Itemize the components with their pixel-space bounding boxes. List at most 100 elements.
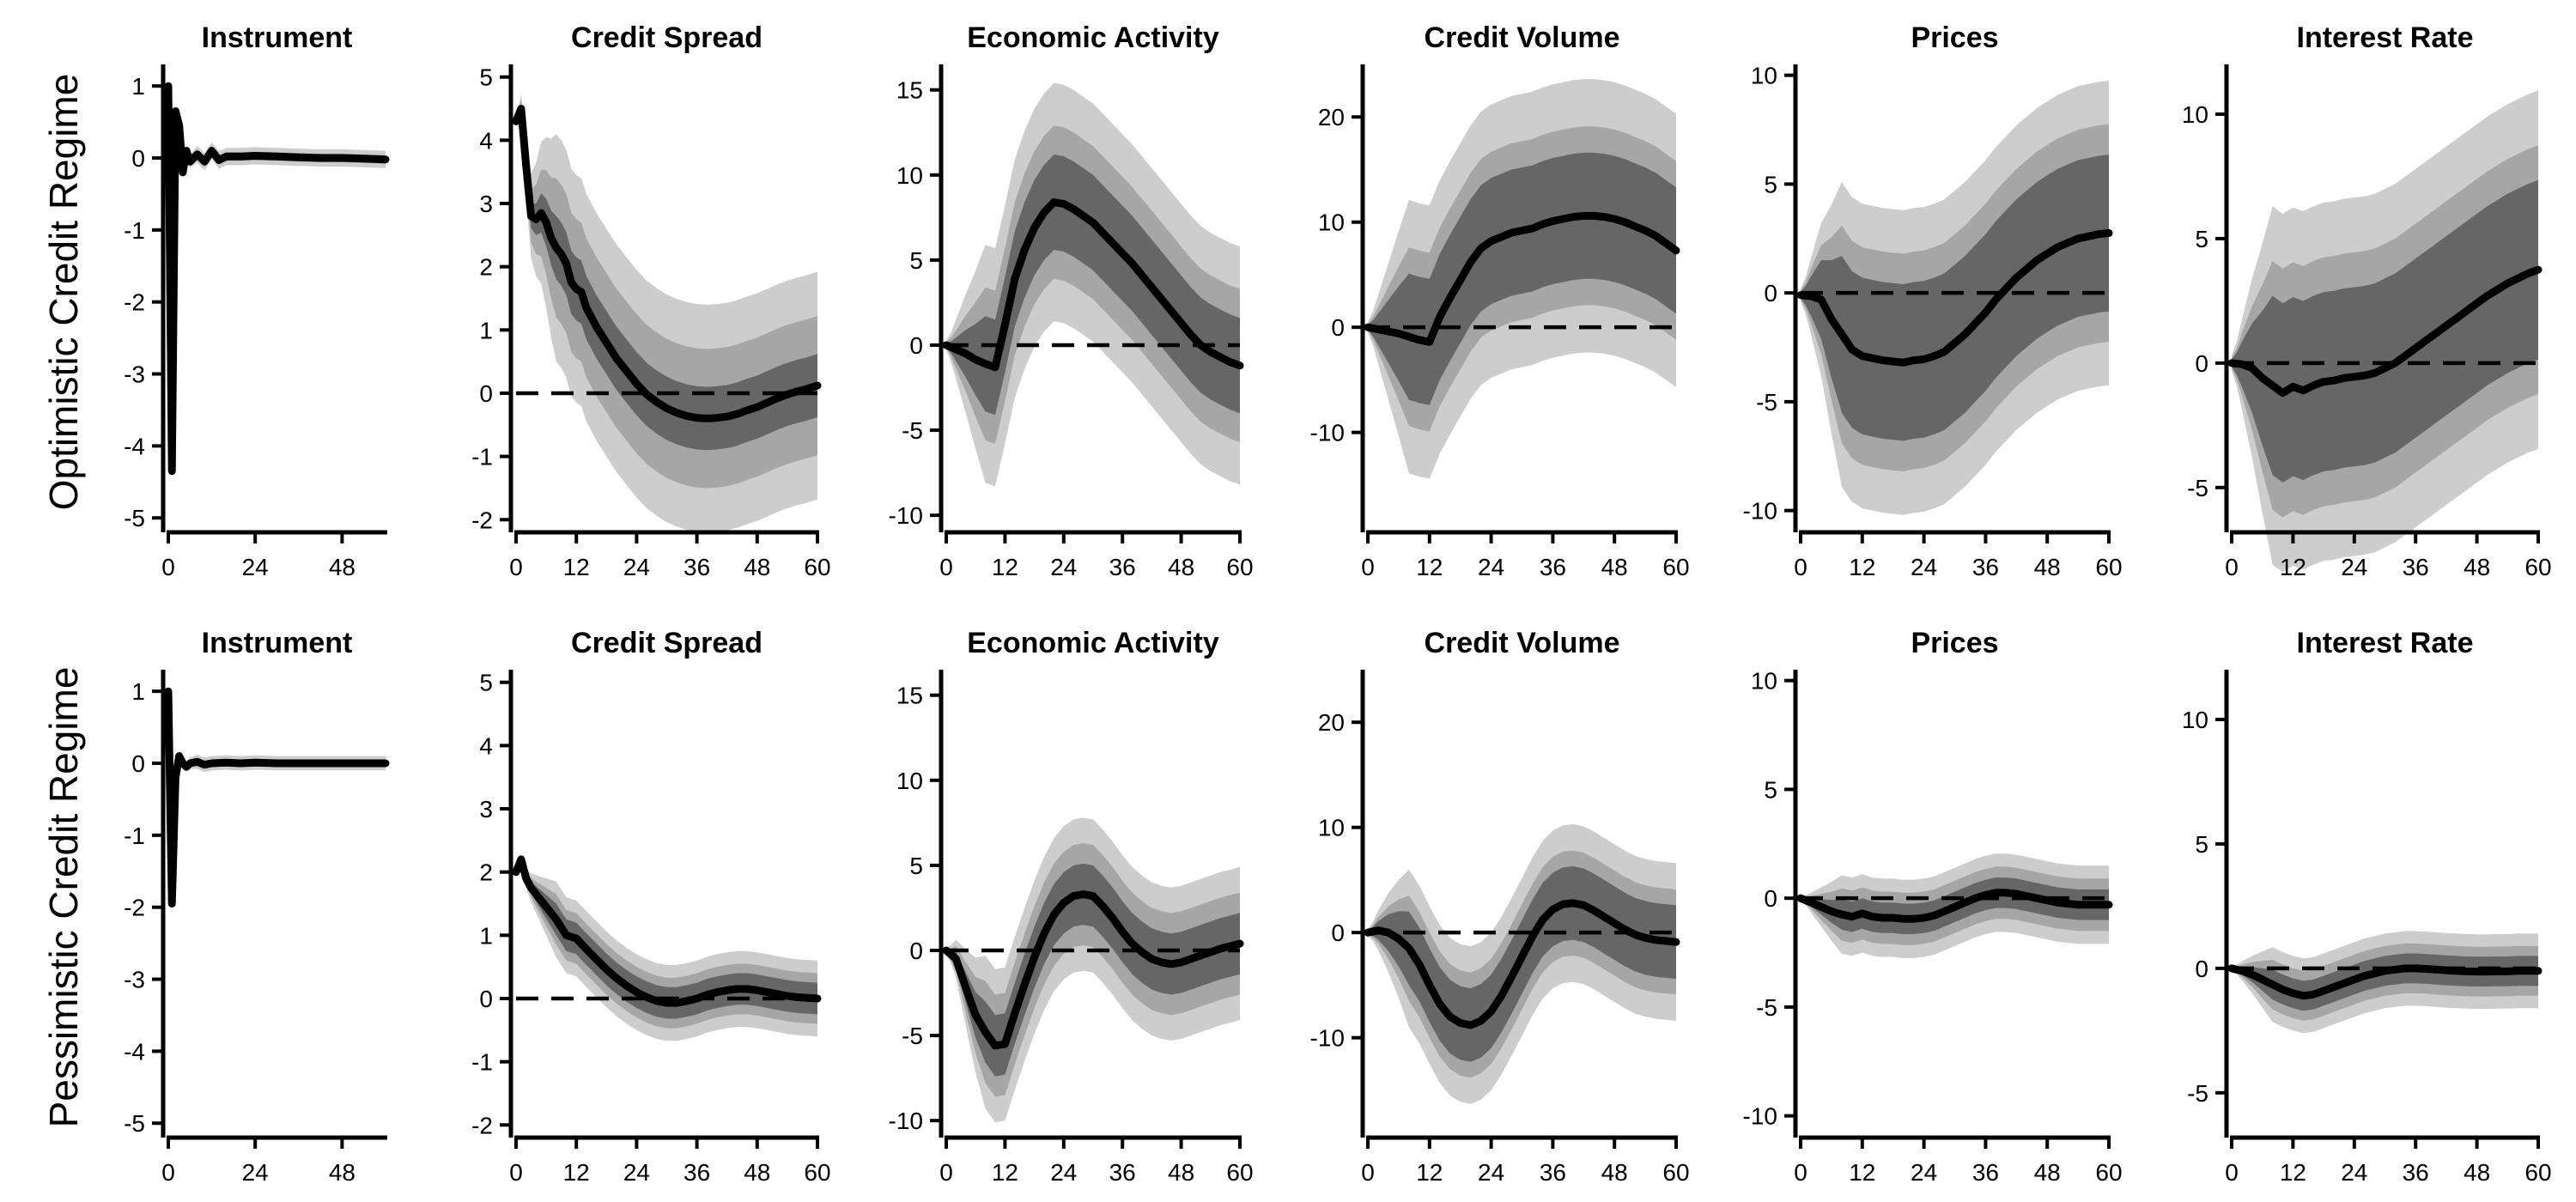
x-tick-label: 24 <box>1478 1159 1504 1186</box>
y-tick-label: 1 <box>479 922 493 949</box>
y-tick-label: 0 <box>131 145 145 172</box>
panel-title: Credit Spread <box>571 21 762 54</box>
y-tick-label: -5 <box>2187 1080 2208 1107</box>
x-tick-label: 60 <box>2095 1159 2122 1186</box>
y-tick-label: -10 <box>1743 498 1777 525</box>
x-tick-label: 0 <box>1361 554 1375 580</box>
y-tick-label: 0 <box>1331 920 1345 946</box>
x-tick-label: 12 <box>992 554 1018 580</box>
y-tick-label: -10 <box>1743 1103 1777 1130</box>
panel-title: Credit Volume <box>1425 21 1620 54</box>
x-tick-label: 0 <box>509 554 523 580</box>
irf-median-line <box>942 890 1244 1050</box>
y-tick-label: 10 <box>2182 707 2208 733</box>
panel-pessimistic-interest-rate: Interest Rate -5 0 5 10 0 12 24 36 48 60 <box>2182 627 2552 1186</box>
band-middle <box>946 125 1240 444</box>
x-tick-label: 24 <box>1050 554 1077 580</box>
y-tick-label: -10 <box>1310 420 1345 446</box>
x-tick-label: 48 <box>2464 1159 2490 1186</box>
y-tick-label: -3 <box>124 967 145 993</box>
y-tick-label: 0 <box>1331 314 1345 341</box>
irf-median-line <box>2227 265 2543 398</box>
y-tick-label: 0 <box>1764 280 1777 307</box>
x-tick-label: 36 <box>683 1159 710 1186</box>
x-tick-label: 60 <box>1662 554 1689 580</box>
y-tick-label: 0 <box>909 332 923 359</box>
y-tick-label: 0 <box>479 986 493 1012</box>
y-tick-label: 4 <box>479 127 493 154</box>
irf-median-line <box>1364 899 1680 1029</box>
x-tick-label: 24 <box>623 554 650 580</box>
x-tick-label: 24 <box>623 1159 650 1186</box>
x-tick-label: 36 <box>1972 554 1999 580</box>
x-tick-label: 0 <box>509 1159 523 1186</box>
irf-median-line <box>1364 211 1680 346</box>
y-tick-label: 10 <box>896 162 923 189</box>
y-tick-label: 0 <box>2195 956 2208 982</box>
y-tick-label: 5 <box>2195 226 2208 252</box>
y-tick-label: 0 <box>909 938 923 964</box>
irf-median-line <box>164 82 390 476</box>
x-tick-label: 36 <box>2403 554 2429 580</box>
y-tick-label: -5 <box>902 417 923 444</box>
y-tick-label: -1 <box>471 1049 493 1076</box>
panel-title: Instrument <box>202 627 353 659</box>
x-tick-label: 12 <box>1416 554 1443 580</box>
y-tick-label: 5 <box>479 670 493 696</box>
panel-title: Instrument <box>202 21 353 54</box>
irf-median-line <box>164 687 390 908</box>
x-tick-label: 0 <box>1794 554 1807 580</box>
x-tick-label: 48 <box>744 554 770 580</box>
y-tick-label: 4 <box>479 732 493 759</box>
x-tick-label: 12 <box>2280 554 2306 580</box>
x-tick-label: 60 <box>1226 554 1253 580</box>
y-tick-label: -10 <box>1310 1025 1345 1052</box>
y-tick-label: 10 <box>896 768 923 794</box>
x-tick-label: 12 <box>1849 1159 1875 1186</box>
panel-title: Interest Rate <box>2297 627 2474 659</box>
x-tick-label: 24 <box>1478 554 1504 580</box>
y-tick-label: -1 <box>124 217 145 244</box>
x-tick-label: 36 <box>1972 1159 1999 1186</box>
x-tick-label: 48 <box>2464 554 2490 580</box>
x-tick-label: 48 <box>744 1159 770 1186</box>
x-tick-label: 12 <box>1849 554 1875 580</box>
x-tick-label: 36 <box>1109 554 1136 580</box>
y-tick-label: 10 <box>1751 668 1777 695</box>
irf-median-line <box>512 855 822 1007</box>
x-tick-label: 24 <box>1911 554 1937 580</box>
y-tick-label: 0 <box>2195 350 2208 377</box>
x-tick-label: 24 <box>2341 1159 2367 1186</box>
x-tick-label: 0 <box>939 1159 953 1186</box>
y-tick-label: -5 <box>124 505 145 531</box>
y-tick-label: 1 <box>131 73 145 100</box>
x-tick-label: 0 <box>2225 1159 2239 1186</box>
x-tick-label: 24 <box>2341 554 2367 580</box>
x-tick-label: 48 <box>2034 1159 2061 1186</box>
x-tick-label: 48 <box>329 1159 355 1186</box>
y-tick-label: 0 <box>479 380 493 407</box>
band-inner <box>946 155 1240 416</box>
y-tick-label: 3 <box>479 796 493 823</box>
y-tick-label: -2 <box>471 507 493 533</box>
x-tick-label: 48 <box>1601 554 1628 580</box>
band-inner <box>946 863 1240 1077</box>
y-tick-label: -5 <box>124 1110 145 1137</box>
y-tick-label: -2 <box>124 289 145 316</box>
band-middle <box>168 691 386 904</box>
panel-optimistic-credit-volume: Credit Volume -10 0 10 20 0 12 24 36 48 60 <box>1310 21 1690 580</box>
x-tick-label: 48 <box>1601 1159 1628 1186</box>
irf-median-line <box>512 105 822 422</box>
y-tick-label: 10 <box>1318 209 1345 236</box>
x-tick-label: 0 <box>161 554 175 580</box>
y-tick-label: 1 <box>131 678 145 705</box>
y-tick-label: 0 <box>1764 885 1777 912</box>
x-tick-label: 60 <box>1662 1159 1689 1186</box>
irf-median-line <box>2227 964 2543 1000</box>
y-tick-label: -5 <box>1756 994 1777 1021</box>
y-tick-label: -4 <box>124 433 145 459</box>
y-tick-label: 5 <box>1764 776 1777 803</box>
panel-pessimistic-prices: Prices -10 -5 0 5 10 0 12 24 36 48 60 <box>1743 627 2123 1186</box>
